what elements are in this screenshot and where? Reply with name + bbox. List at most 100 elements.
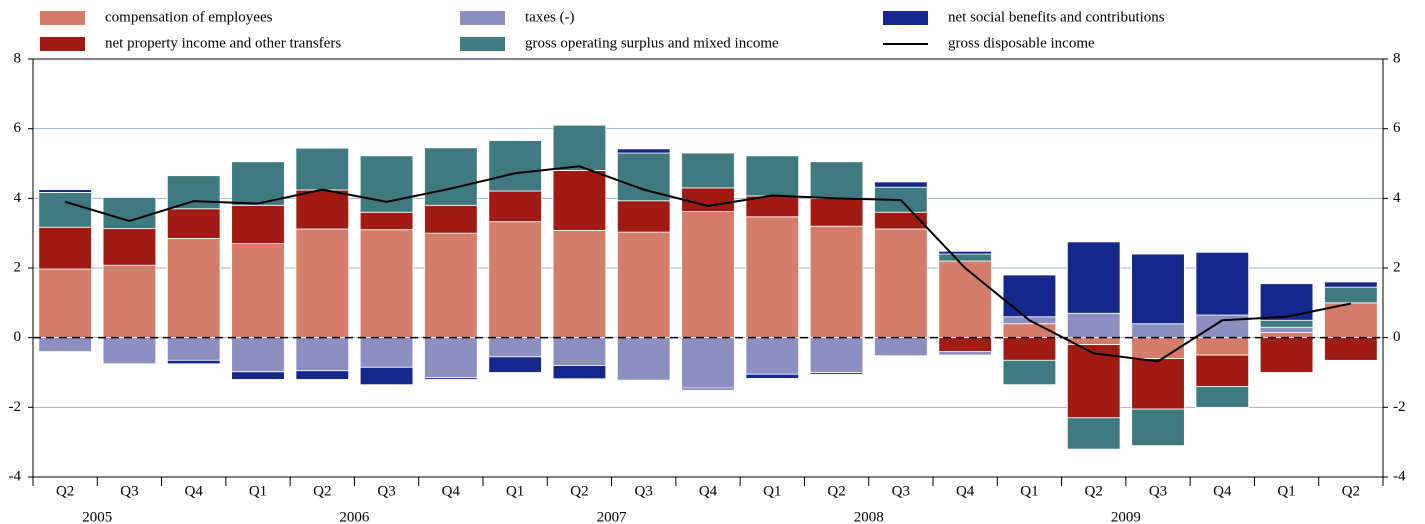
- bar-segment: [166, 337, 221, 361]
- bar-segment: [424, 147, 478, 206]
- bar-segment: [38, 226, 92, 270]
- x-tick-label: Q4: [956, 483, 975, 499]
- legend-swatch: [460, 37, 505, 51]
- x-tick-label: Q4: [1213, 483, 1232, 499]
- legend-label: gross disposable income: [948, 35, 1095, 51]
- bar-segment: [359, 229, 414, 339]
- x-tick-label: Q1: [506, 483, 524, 499]
- bar-segment: [681, 152, 735, 189]
- bar-segment: [616, 231, 671, 339]
- bar-segment: [166, 237, 221, 339]
- bar-segment: [552, 124, 607, 171]
- bar-segment: [1259, 283, 1314, 321]
- legend-label: net social benefits and contributions: [948, 9, 1165, 25]
- x-tick-label: Q1: [763, 483, 781, 499]
- legend-swatch: [40, 37, 85, 51]
- y-tick-label: 8: [14, 50, 22, 66]
- x-group-label: 2007: [597, 509, 628, 524]
- bar-segment: [231, 337, 285, 373]
- x-group-label: 2008: [854, 509, 884, 524]
- x-tick-label: Q2: [827, 483, 845, 499]
- bar-segment: [295, 228, 350, 339]
- plot-frame: [32, 58, 1384, 478]
- legend-swatch: [40, 11, 85, 25]
- x-tick-label: Q3: [120, 483, 138, 499]
- bar-segment: [424, 232, 478, 339]
- x-tick-label: Q2: [1342, 483, 1360, 499]
- x-tick-label: Q3: [892, 483, 910, 499]
- legend-label: gross operating surplus and mixed income: [525, 35, 779, 51]
- bar-segment: [616, 148, 671, 154]
- legend-label: net property income and other transfers: [105, 35, 341, 51]
- line-series: [64, 165, 1352, 363]
- y-tick-label: 2: [14, 259, 22, 275]
- bar-segment: [874, 181, 928, 188]
- y2-tick-label: 2: [1393, 259, 1401, 275]
- bar-segment: [38, 189, 92, 193]
- bar-segment: [1066, 417, 1121, 450]
- bar-segment: [552, 170, 607, 231]
- bar-segment: [102, 196, 157, 230]
- bar-segment: [424, 204, 478, 234]
- bar-segment: [1324, 337, 1378, 361]
- bar-segment: [1324, 302, 1378, 339]
- y2-tick-label: 0: [1393, 329, 1401, 345]
- bar-segment: [1131, 253, 1185, 325]
- bar-segment: [1066, 312, 1121, 339]
- bar-segment: [38, 337, 92, 352]
- bar-segment: [745, 216, 800, 339]
- x-tick-label: Q3: [377, 483, 395, 499]
- bar-segment: [938, 337, 992, 352]
- x-group-label: 2006: [339, 509, 370, 524]
- bar-segment: [552, 337, 607, 366]
- bar-segment: [681, 337, 735, 389]
- y-tick-label: -2: [9, 399, 22, 415]
- y-tick-label: 4: [14, 190, 22, 206]
- bar-segment: [1259, 326, 1314, 333]
- bar-segment: [1066, 344, 1121, 419]
- bar-segment: [231, 204, 285, 245]
- bar-segment: [359, 366, 414, 386]
- x-tick-label: Q2: [570, 483, 588, 499]
- bar-segment: [745, 155, 800, 197]
- bar-segment: [166, 208, 221, 239]
- bar-segment: [681, 211, 735, 339]
- x-tick-label: Q2: [1085, 483, 1103, 499]
- y-tick-label: 0: [14, 329, 22, 345]
- bar-segment: [809, 337, 864, 373]
- y2-tick-label: 8: [1393, 50, 1401, 66]
- bar-segment: [102, 337, 157, 365]
- x-tick-label: Q3: [635, 483, 653, 499]
- bar-segment: [1002, 274, 1057, 318]
- x-group-label: 2009: [1111, 509, 1141, 524]
- bar-segment: [552, 365, 607, 380]
- bar-segment: [681, 387, 735, 391]
- x-tick-label: Q1: [1277, 483, 1295, 499]
- bar-segment: [1195, 354, 1250, 387]
- bar-segment: [1324, 281, 1378, 288]
- bar-segment: [38, 268, 92, 339]
- bar-segment: [616, 200, 671, 233]
- bar-segment: [488, 190, 542, 223]
- bar-segment: [1131, 337, 1185, 359]
- bar-segment: [809, 225, 864, 339]
- bar-segment: [231, 243, 285, 339]
- bar-segment: [1259, 319, 1314, 328]
- bar-segment: [1131, 408, 1185, 447]
- bar-segment: [938, 250, 992, 255]
- bar-segment: [102, 196, 157, 198]
- y2-tick-label: 4: [1393, 190, 1401, 206]
- y2-tick-label: -2: [1393, 399, 1406, 415]
- bar-segment: [938, 351, 992, 356]
- bar-segment: [102, 228, 157, 266]
- bar-segment: [874, 337, 928, 357]
- bar-segment: [616, 152, 671, 202]
- bar-segment: [809, 372, 864, 375]
- bar-segment: [1002, 337, 1057, 361]
- bar-segment: [1131, 323, 1185, 339]
- bar-segment: [552, 229, 607, 339]
- bar-segment: [1324, 286, 1378, 304]
- x-tick-label: Q4: [699, 483, 718, 499]
- bar-segment: [424, 337, 478, 379]
- bar-segment: [359, 337, 414, 368]
